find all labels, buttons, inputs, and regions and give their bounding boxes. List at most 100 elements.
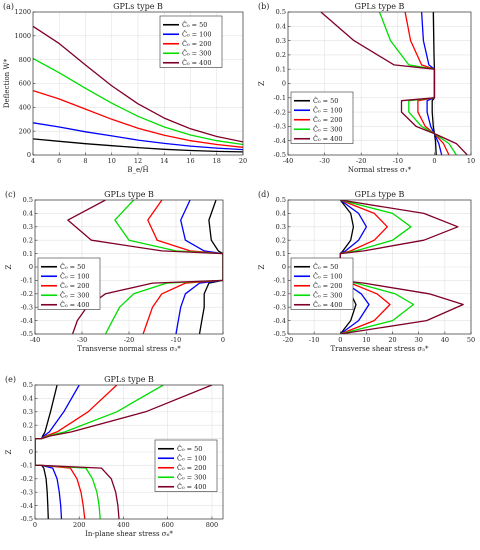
y-tick-label: -0.3 <box>273 123 286 131</box>
y-tick-label: 0.1 <box>23 250 33 258</box>
y-tick-label: -0.1 <box>273 94 286 102</box>
x-axis-label: Normal stress σ₁* <box>348 166 412 174</box>
y-tick-label: 0.4 <box>23 395 33 403</box>
y-tick-label: 0.5 <box>276 196 286 204</box>
x-tick-label: 6 <box>57 157 61 165</box>
legend-label: Ĉ₀ = 200 <box>177 463 207 472</box>
legend-label: Ĉ₀ = 300 <box>177 473 207 482</box>
y-tick-label: 1200 <box>14 8 31 16</box>
x-tick-label: 40 <box>441 336 449 344</box>
y-tick-label: 0.1 <box>276 250 286 258</box>
y-tick-label: 600 <box>19 80 31 88</box>
y-tick-label: -0.3 <box>20 488 33 496</box>
panel-d: -20 -10 0 10 20 30 40 50 -0.5 -0.4 -0.3 -0.2 -0.1 0 0.… <box>258 190 475 353</box>
x-tick-label: 10 <box>467 157 475 165</box>
y-tick-label: 1000 <box>14 32 31 40</box>
y-tick-label: -0.5 <box>20 330 33 338</box>
legend-label: Ĉ₀ = 100 <box>60 272 90 281</box>
x-tick-label: 14 <box>160 157 168 165</box>
series-line-3 <box>142 200 223 334</box>
y-tick-label: 0.3 <box>276 37 286 45</box>
x-tick-label: 600 <box>161 521 173 529</box>
chart-title: GPLs type B <box>355 190 405 199</box>
x-tick-label: 16 <box>186 157 194 165</box>
y-axis-label: Z <box>258 264 266 269</box>
y-tick-label: -0.4 <box>20 317 33 325</box>
x-tick-label: -20 <box>356 157 366 165</box>
y-tick-label: 0.5 <box>23 381 33 389</box>
x-axis-label: In-plane shear stress σ₆* <box>85 530 173 538</box>
x-tick-label: -30 <box>77 336 87 344</box>
x-tick-label: 8 <box>83 157 87 165</box>
y-tick-label: -0.2 <box>273 108 286 116</box>
legend-label: Ĉ₀ = 400 <box>60 300 90 309</box>
axes-frame <box>34 384 224 520</box>
x-tick-label: 10 <box>108 157 116 165</box>
y-tick-label: 200 <box>19 127 31 135</box>
legend-label: Ĉ₀ = 50 <box>313 96 338 105</box>
y-tick-label: -0.5 <box>273 330 286 338</box>
y-axis-label: Z <box>5 449 13 454</box>
series-line-4 <box>104 200 223 334</box>
x-axis-label: Transverse shear stress σ₅* <box>330 345 429 353</box>
y-tick-label: 0 <box>29 448 33 456</box>
axes-frame <box>287 199 472 335</box>
legend-label: Ĉ₀ = 300 <box>60 291 90 300</box>
legend-label: Ĉ₀ = 50 <box>182 20 207 29</box>
y-tick-label: 0.2 <box>23 421 33 429</box>
legend-label: Ĉ₀ = 50 <box>313 262 338 271</box>
y-axis-label: Z <box>5 264 13 269</box>
y-tick-label: -0.4 <box>20 502 33 510</box>
series-line-1 <box>198 200 223 334</box>
legend-label: Ĉ₀ = 100 <box>182 30 212 39</box>
series-line-5 <box>320 12 468 155</box>
panel-label: (b) <box>258 2 269 11</box>
y-tick-label: -0.5 <box>273 151 286 159</box>
series-line-1 <box>33 138 243 153</box>
legend-label: Ĉ₀ = 300 <box>313 125 343 134</box>
y-tick-label: -0.1 <box>273 277 286 285</box>
x-axis-label: Transverse normal stress σ₃* <box>77 345 181 353</box>
y-tick-label: 0 <box>29 263 33 271</box>
legend-label: Ĉ₀ = 200 <box>60 281 90 290</box>
legend-label: Ĉ₀ = 300 <box>313 291 343 300</box>
legend-label: Ĉ₀ = 100 <box>313 106 343 115</box>
legend-box <box>159 15 223 68</box>
x-tick-label: 0 <box>432 157 436 165</box>
legend-label: Ĉ₀ = 50 <box>60 262 85 271</box>
y-tick-label: 0.4 <box>276 210 286 218</box>
series-line-3 <box>404 12 450 155</box>
chart-title: GPLs type B <box>355 2 405 11</box>
chart-title: GPLs type B <box>104 375 154 384</box>
x-tick-label: 10 <box>362 336 370 344</box>
y-tick-label: 0.2 <box>23 236 33 244</box>
x-tick-label: 18 <box>213 157 221 165</box>
legend-label: Ĉ₀ = 100 <box>177 454 207 463</box>
y-tick-label: 0.3 <box>276 223 286 231</box>
panel-b: -40 -30 -20 -10 0 10 -0.5 -0.4 -0.3 -0.2 -0.1 0 0.1 0… <box>258 2 475 174</box>
x-tick-label: 400 <box>117 521 129 529</box>
y-tick-label: 0.1 <box>23 435 33 443</box>
y-tick-label: 0.1 <box>276 65 286 73</box>
panel-e: 0 200 400 600 800 -0.5 -0.4 -0.3 -0.2 -0.1 0 0.1 0.2… <box>5 375 224 538</box>
y-tick-label: -0.4 <box>273 317 286 325</box>
series-line-2 <box>420 12 443 155</box>
y-tick-label: -0.1 <box>20 277 33 285</box>
x-tick-label: -20 <box>124 336 134 344</box>
x-tick-label: 12 <box>134 157 142 165</box>
y-tick-label: 0.3 <box>23 408 33 416</box>
x-tick-label: 0 <box>33 521 37 529</box>
legend-label: Ĉ₀ = 200 <box>313 281 343 290</box>
y-tick-label: 0.5 <box>276 8 286 16</box>
legend-label: Ĉ₀ = 200 <box>313 115 343 124</box>
y-tick-label: -0.5 <box>20 515 33 523</box>
axes-frame <box>287 11 472 156</box>
series-line-2 <box>35 385 80 519</box>
x-tick-label: -10 <box>171 336 181 344</box>
series-line-5 <box>67 200 223 334</box>
series-line-3 <box>33 89 243 148</box>
